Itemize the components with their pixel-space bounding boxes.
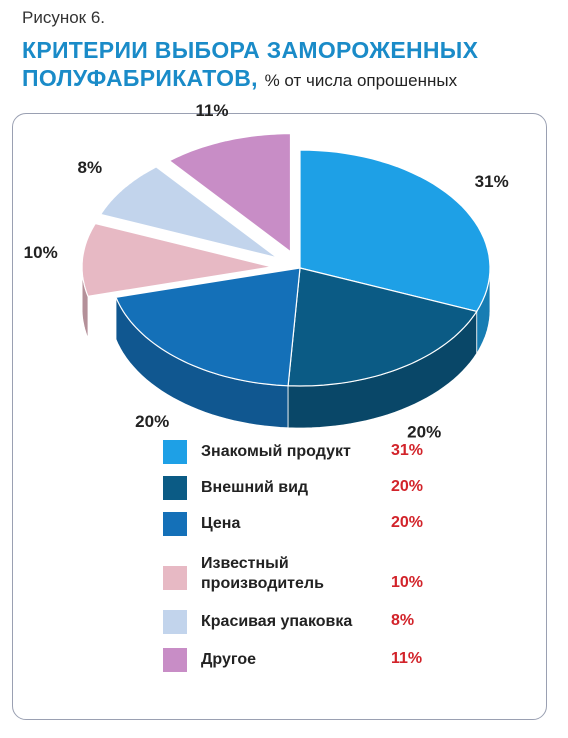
pie-value-label: 20% <box>407 423 441 442</box>
pie-value-labels: 31% 20% 20% 10% 8% 11% <box>24 101 509 441</box>
legend-label: Другое <box>201 651 256 668</box>
legend-swatch <box>163 648 187 672</box>
title-unit: % от числа опрошенных <box>264 71 458 90</box>
pie-value-label: 31% <box>475 172 509 191</box>
pie-slice-знакомый-продукт <box>299 149 491 313</box>
legend-swatch <box>163 566 187 590</box>
legend-value: 11% <box>391 650 423 667</box>
legend-swatch <box>163 610 187 634</box>
legend-swatch <box>163 476 187 500</box>
legend-swatch <box>163 512 187 536</box>
pie-value-label: 8% <box>78 158 103 177</box>
pie-slice-красивая-упаковка <box>99 166 278 259</box>
legend-label: Знакомый продукт <box>201 443 351 460</box>
legend-value: 20% <box>391 514 424 531</box>
pie-slice-известный-производитель <box>81 222 273 297</box>
legend-label: Внешний вид <box>201 479 309 496</box>
pie-value-label: 11% <box>195 101 228 120</box>
legend-label: Цена <box>201 515 241 532</box>
pie-slices-layer <box>81 133 491 429</box>
pie-slice-внешний-вид <box>287 267 478 387</box>
pie-slice-другое <box>168 133 292 253</box>
legend-label: Известный производитель <box>201 555 324 592</box>
chart-title: КРИТЕРИИ ВЫБОРА ЗАМОРОЖЕННЫХ ПОЛУФАБРИКА… <box>22 36 478 95</box>
pie-slice-цена <box>115 267 301 387</box>
legend-value: 8% <box>391 612 415 629</box>
pie-value-label: 20% <box>135 412 169 431</box>
legend-value: 31% <box>391 442 424 459</box>
legend-value: 20% <box>391 478 424 495</box>
legend-label: Красивая упаковка <box>201 613 353 630</box>
title-line-1: КРИТЕРИИ ВЫБОРА ЗАМОРОЖЕННЫХ <box>22 37 479 63</box>
pie-value-label: 10% <box>24 243 58 262</box>
legend-value: 10% <box>391 574 424 591</box>
legend-swatch <box>163 440 187 464</box>
figure-label: Рисунок 6. <box>22 8 106 27</box>
title-line-2: ПОЛУФАБРИКАТОВ, <box>22 65 258 91</box>
